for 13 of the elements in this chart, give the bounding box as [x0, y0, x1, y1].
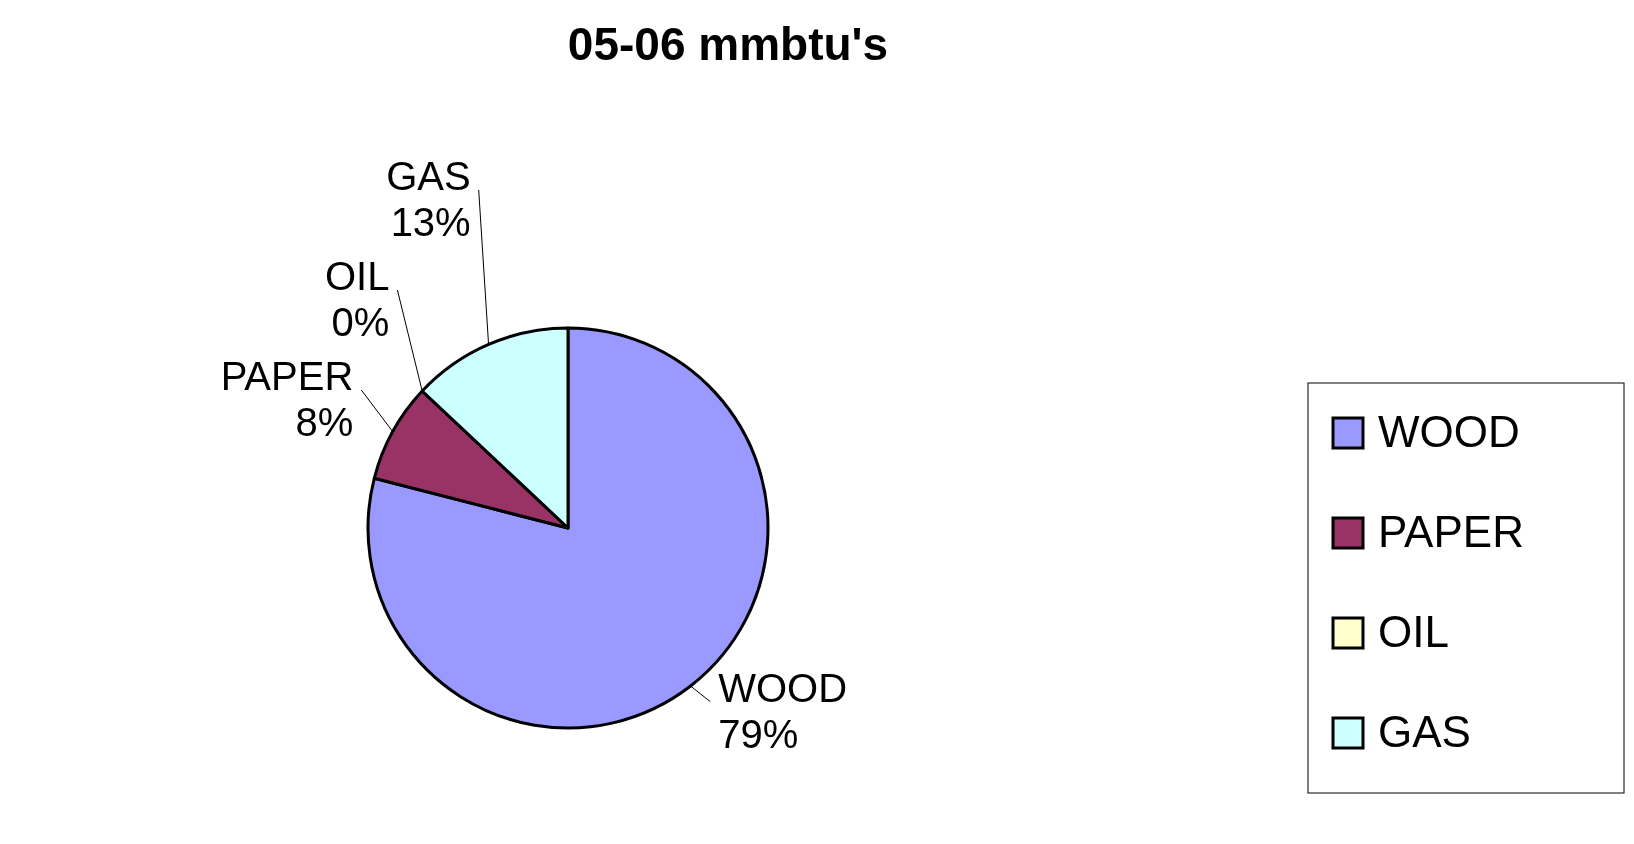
- category-label: OIL: [324, 253, 390, 298]
- chart-title: 05-06 mmbtu's: [567, 18, 889, 70]
- data-label: 79%: [718, 711, 799, 756]
- legend-label: PAPER: [1378, 507, 1524, 556]
- slice-label: WOOD: [718, 665, 848, 710]
- data-label: 8%: [295, 399, 354, 444]
- legend-label: OIL: [1378, 607, 1449, 656]
- data-label: 13%: [390, 199, 471, 244]
- text: 0%: [331, 299, 390, 344]
- slice-label: PAPER: [220, 353, 354, 398]
- legend-label: GAS: [1378, 707, 1471, 756]
- slice-label: GAS: [386, 153, 471, 198]
- legend-label: WOOD: [1378, 407, 1520, 456]
